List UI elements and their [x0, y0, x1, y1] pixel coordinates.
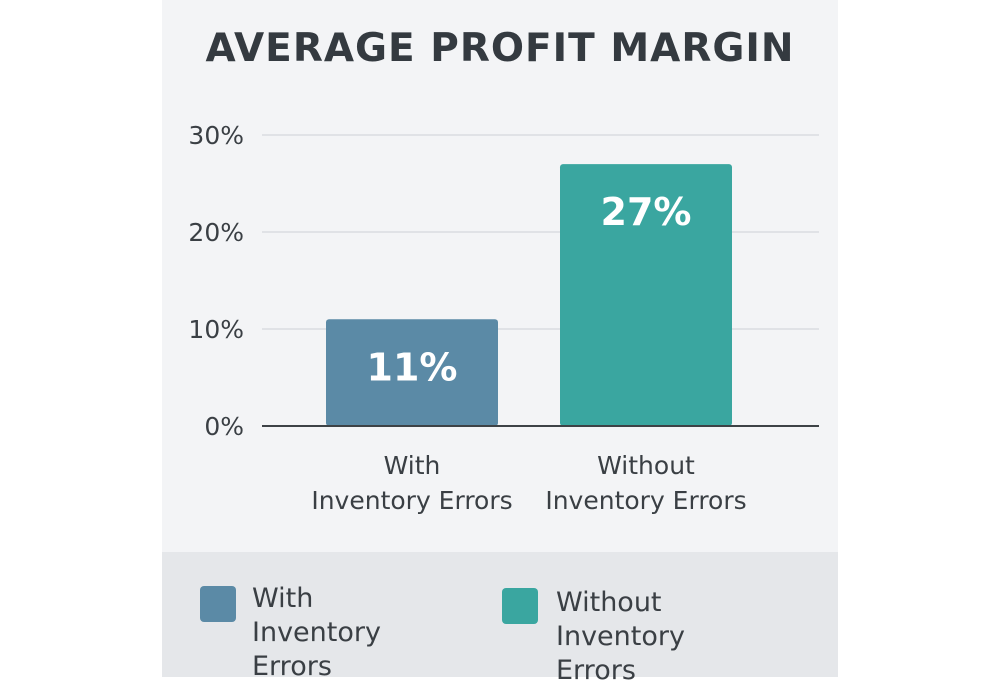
legend-swatch	[502, 588, 538, 624]
legend: With Inventory Errors Without Inventory Err…	[162, 552, 838, 686]
chart-card: AVERAGE PROFIT MARGIN 0% 10% 20% 30% 11% With…	[162, 0, 838, 686]
y-tick-label: 0%	[204, 412, 244, 441]
x-tick-label: With Inventory Errors	[311, 451, 512, 515]
bar-chart: 0% 10% 20% 30% 11% With Inventory Errors 27% Wit…	[188, 121, 819, 515]
data-label: 11%	[367, 345, 458, 389]
x-tick-label: Without Inventory Errors	[545, 451, 746, 515]
bar	[560, 164, 732, 426]
bar	[326, 319, 498, 426]
y-tick-label: 10%	[188, 315, 244, 344]
legend-label: With Inventory Errors	[252, 583, 381, 682]
y-tick-label: 20%	[188, 218, 244, 247]
legend-label: Without Inventory Errors	[556, 587, 685, 686]
y-tick-label: 30%	[188, 121, 244, 150]
data-label: 27%	[601, 190, 692, 234]
chart-title: AVERAGE PROFIT MARGIN	[205, 26, 795, 71]
legend-swatch	[200, 586, 236, 622]
